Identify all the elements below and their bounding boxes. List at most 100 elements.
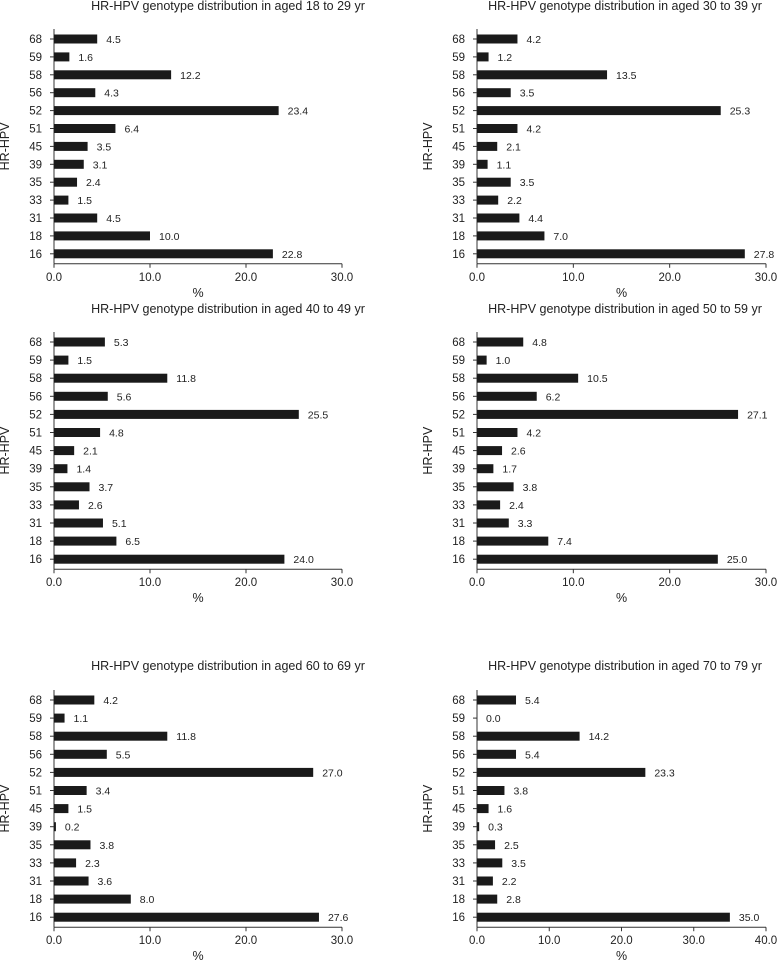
data-label: 2.4 [509, 500, 524, 512]
x-tick-label: 20.0 [658, 272, 680, 284]
data-label: 25.5 [308, 409, 329, 421]
y-tick-label: 56 [452, 391, 465, 403]
chart-panel-1: HR-HPV genotype distribution in aged 18 … [0, 0, 365, 300]
y-tick-label: 59 [29, 52, 42, 64]
y-axis-label: HR-HPV [0, 122, 12, 171]
y-tick-label: 45 [29, 141, 42, 153]
y-tick-label: 52 [452, 767, 465, 779]
bar [54, 446, 75, 456]
y-tick-label: 31 [452, 518, 465, 530]
y-tick-label: 59 [452, 52, 465, 64]
bar [54, 822, 56, 832]
bar [477, 695, 517, 705]
data-label: 27.8 [754, 249, 775, 261]
bar [54, 482, 90, 492]
bar [54, 500, 79, 510]
data-label: 6.4 [124, 124, 139, 136]
data-label: 25.0 [727, 554, 748, 566]
bar [477, 876, 493, 886]
y-tick-label: 56 [29, 749, 42, 761]
bar [54, 894, 131, 904]
bar [54, 373, 168, 383]
bar [54, 249, 273, 259]
y-tick-label: 39 [29, 159, 42, 171]
x-tick-label: 10.0 [139, 935, 161, 947]
bar [477, 337, 524, 347]
data-label: 2.1 [506, 141, 521, 153]
bar [54, 52, 70, 62]
data-label: 2.6 [88, 500, 103, 512]
bar [477, 482, 514, 492]
bar [54, 177, 78, 187]
bar [54, 804, 69, 814]
bar [54, 159, 84, 169]
data-label: 3.5 [520, 88, 535, 100]
bar [54, 141, 88, 151]
x-tick-label: 30.0 [683, 935, 705, 947]
x-tick-label: 10.0 [139, 577, 161, 589]
bar [54, 428, 101, 437]
x-tick-label: 10.0 [139, 272, 161, 284]
x-tick-label: 0.0 [46, 577, 62, 589]
y-tick-label: 31 [452, 876, 465, 888]
chart-title: HR-HPV genotype distribution in aged 30 … [488, 0, 762, 13]
y-tick-label: 39 [452, 822, 465, 834]
data-label: 3.8 [99, 840, 114, 852]
x-tick-label: 0.0 [46, 272, 62, 284]
y-tick-label: 56 [29, 88, 42, 100]
y-tick-label: 33 [29, 195, 42, 207]
data-label: 5.6 [117, 391, 132, 403]
data-label: 12.2 [180, 70, 201, 82]
bar [477, 195, 499, 205]
y-tick-label: 33 [452, 195, 465, 207]
data-label: 4.3 [104, 88, 119, 100]
data-label: 10.0 [159, 231, 180, 243]
bar [54, 124, 116, 133]
y-tick-label: 51 [452, 124, 465, 136]
x-tick-label: 0.0 [469, 935, 485, 947]
y-tick-label: 59 [452, 713, 465, 725]
bar [477, 409, 739, 419]
data-label: 3.7 [99, 482, 114, 494]
data-label: 2.4 [86, 177, 101, 189]
chart-title: HR-HPV genotype distribution in aged 40 … [91, 302, 365, 316]
data-label: 6.2 [546, 391, 561, 403]
y-tick-label: 58 [29, 70, 42, 82]
y-tick-label: 35 [29, 177, 42, 189]
y-tick-label: 45 [452, 804, 465, 816]
data-label: 1.1 [497, 159, 512, 171]
y-tick-label: 52 [29, 106, 42, 118]
data-label: 2.5 [504, 840, 519, 852]
bar [54, 518, 103, 528]
y-tick-label: 51 [452, 786, 465, 798]
x-tick-label: 20.0 [235, 272, 257, 284]
data-label: 10.5 [587, 373, 608, 385]
y-tick-label: 35 [452, 840, 465, 852]
chart-panel-6: HR-HPV genotype distribution in aged 70 … [421, 659, 777, 963]
y-tick-label: 68 [29, 34, 42, 46]
bar [477, 391, 537, 401]
data-label: 5.4 [525, 749, 540, 761]
chart-panel-3: HR-HPV genotype distribution in aged 40 … [0, 302, 365, 605]
bar [477, 446, 503, 456]
bar [54, 713, 65, 723]
y-tick-label: 58 [452, 70, 465, 82]
data-label: 0.0 [486, 713, 501, 725]
bar [477, 464, 494, 474]
x-tick-label: 10.0 [538, 935, 560, 947]
data-label: 11.8 [176, 731, 196, 743]
y-tick-label: 33 [29, 858, 42, 870]
x-axis-label: % [192, 949, 203, 963]
data-label: 1.1 [74, 713, 89, 725]
bar [54, 409, 299, 419]
bar [477, 159, 488, 169]
data-label: 2.6 [511, 446, 526, 458]
y-tick-label: 16 [452, 912, 465, 924]
y-tick-label: 59 [452, 355, 465, 367]
data-label: 27.0 [322, 767, 343, 779]
data-label: 22.8 [282, 249, 303, 261]
chart-panel-4: HR-HPV genotype distribution in aged 50 … [421, 302, 777, 605]
bar [54, 106, 279, 116]
data-label: 4.2 [526, 34, 541, 46]
x-tick-label: 20.0 [235, 935, 257, 947]
